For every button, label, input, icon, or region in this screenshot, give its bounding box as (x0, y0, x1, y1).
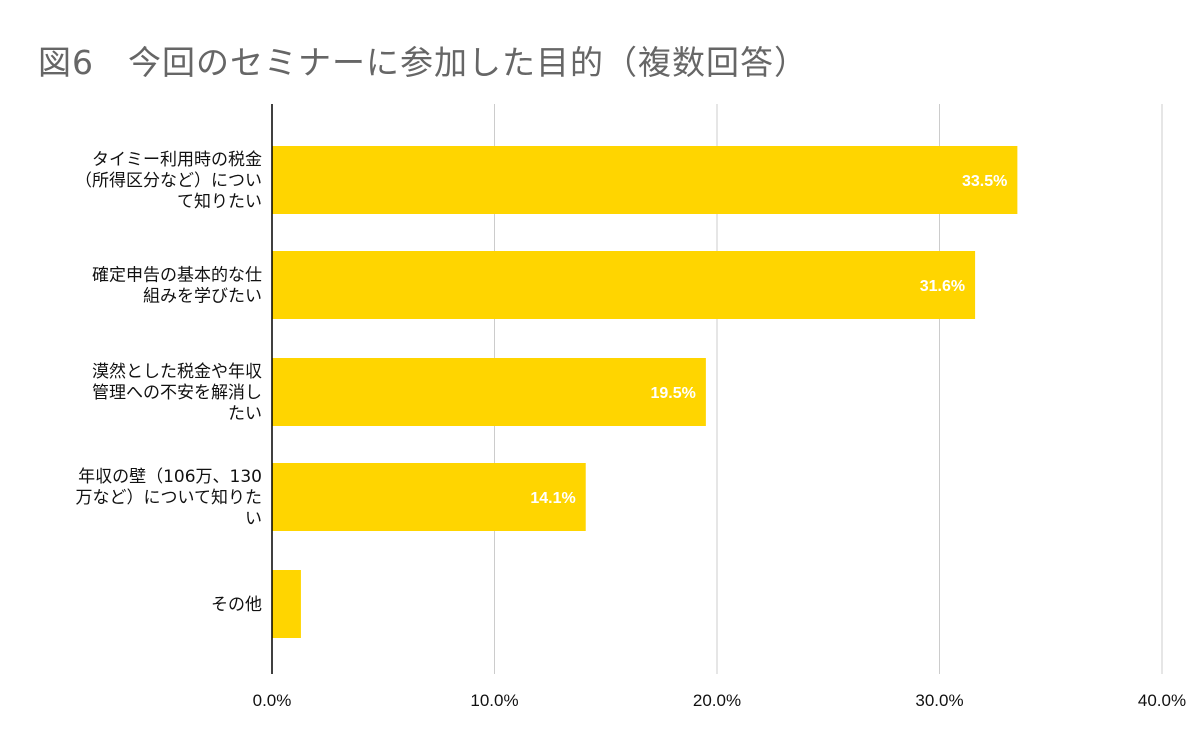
labels: 0.0% 10.0% 20.0% 30.0% 40.0% 33.5% 31.6% 19.5% 1… (75, 150, 1186, 710)
category-label: 漠然とした税金や年収管理への不安を解消したい (92, 362, 262, 424)
bar (272, 251, 976, 319)
data-label: 19.5% (651, 385, 696, 402)
x-tick-label: 40.0% (1138, 691, 1186, 710)
chart-title: 図6 今回のセミナーに参加した目的（複数回答） (38, 43, 808, 82)
category-label-line: い (245, 509, 262, 529)
x-tick-label: 0.0% (253, 691, 292, 710)
bar (272, 146, 1018, 214)
x-tick-label: 10.0% (470, 691, 518, 710)
category-label: 年収の壁（106万、130 万など）について知りたい (76, 467, 263, 529)
category-label-line: タイミー利用時の税金 (92, 150, 262, 170)
bars (272, 146, 1018, 638)
category-label-line: たい (228, 404, 262, 424)
category-label-line: 漠然とした税金や年収 (92, 362, 262, 382)
category-label: タイミー利用時の税金（所得区分など）について知りたい (75, 150, 262, 212)
category-label-line: 万など）について知りた (76, 488, 263, 508)
bar (272, 358, 706, 426)
category-label-line: て知りたい (177, 192, 262, 212)
category-label-line: 年収の壁（106万、130 (78, 467, 262, 487)
category-label-line: （所得区分など）につい (75, 171, 262, 191)
category-label-line: 管理への不安を解消し (92, 383, 262, 403)
data-label: 31.6% (920, 278, 965, 295)
bar (272, 570, 301, 638)
data-label: 14.1% (530, 490, 575, 507)
x-tick-label: 20.0% (693, 691, 741, 710)
category-label: その他 (211, 595, 262, 615)
category-label-line: 組みを学びたい (143, 287, 262, 307)
bar (272, 463, 586, 531)
x-tick-label: 30.0% (915, 691, 963, 710)
category-label-line: その他 (211, 595, 262, 615)
category-label-line: 確定申告の基本的な仕 (92, 266, 262, 286)
data-label: 33.5% (962, 173, 1007, 190)
category-label: 確定申告の基本的な仕組みを学びたい (92, 266, 262, 307)
